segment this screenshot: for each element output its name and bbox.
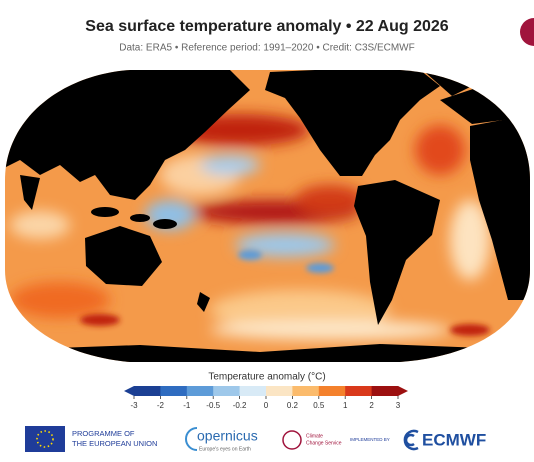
colorbar-arrow	[124, 386, 134, 396]
colorbar-segment	[239, 386, 267, 396]
colorbar-segment	[345, 386, 373, 396]
anomaly-field	[10, 114, 490, 340]
colorbar-segment	[134, 386, 161, 396]
colorbar-segment	[160, 386, 188, 396]
new-zealand	[197, 292, 210, 312]
copernicus-c	[185, 427, 198, 451]
colorbar-arrow	[398, 386, 408, 396]
australia	[85, 226, 162, 286]
eu-text: THE EUROPEAN UNION	[72, 439, 157, 448]
colorbar-tick-label: 0	[264, 401, 269, 410]
colorbar-tick-label: 1	[343, 401, 348, 410]
colorbar: -3 -2 -1 -0.5 -0.2 0 0.2 0.5 1 2 3	[124, 386, 408, 410]
colorbar-tick-label: -0.5	[206, 401, 220, 410]
logo-fragment	[520, 18, 534, 46]
colorbar-segment	[371, 386, 399, 396]
footer: PROGRAMME OF THE EUROPEAN UNION opernicu…	[25, 426, 486, 452]
copernicus-tagline: Europe's eyes on Earth	[199, 446, 251, 452]
legend-title: Temperature anomaly (°C)	[208, 372, 325, 383]
colorbar-segment	[186, 386, 214, 396]
colorbar-tick-label: 0.2	[287, 401, 299, 410]
island	[130, 214, 150, 222]
colorbar-tick-label: 3	[396, 401, 401, 410]
colorbar-tick-label: -1	[183, 401, 191, 410]
eurasia	[5, 70, 250, 200]
c3s-text: Change Service	[306, 440, 342, 446]
c3s-text: Climate	[306, 433, 323, 439]
map	[5, 70, 530, 362]
island	[91, 207, 119, 217]
eu-stars	[36, 430, 54, 448]
ecmwf-text: ECMWF	[422, 430, 486, 449]
eu-text: PROGRAMME OF	[72, 429, 135, 438]
title: Sea surface temperature anomaly • 22 Aug…	[85, 18, 449, 35]
africa	[470, 114, 530, 300]
ecmwf-logo	[403, 429, 419, 451]
antarctica	[5, 344, 530, 362]
implemented-by: IMPLEMENTED BY	[350, 437, 390, 442]
north-america	[265, 70, 440, 176]
copernicus-text: opernicus	[197, 428, 258, 444]
colorbar-segment	[292, 386, 320, 396]
colorbar-tick-label: -2	[157, 401, 165, 410]
subtitle: Data: ERA5 • Reference period: 1991–2020…	[119, 43, 414, 54]
colorbar-tick-label: 0.5	[313, 401, 325, 410]
c3s-logo	[282, 430, 302, 450]
colorbar-tick-label: -3	[130, 401, 138, 410]
colorbar-segment	[266, 386, 293, 396]
colorbar-segment	[318, 386, 346, 396]
island	[153, 219, 177, 229]
land	[5, 70, 530, 362]
south-america	[354, 180, 440, 325]
india	[20, 175, 40, 210]
colorbar-segment	[213, 386, 241, 396]
colorbar-tick-label: 2	[369, 401, 374, 410]
eu-flag	[25, 426, 65, 452]
colorbar-tick-label: -0.2	[233, 401, 247, 410]
